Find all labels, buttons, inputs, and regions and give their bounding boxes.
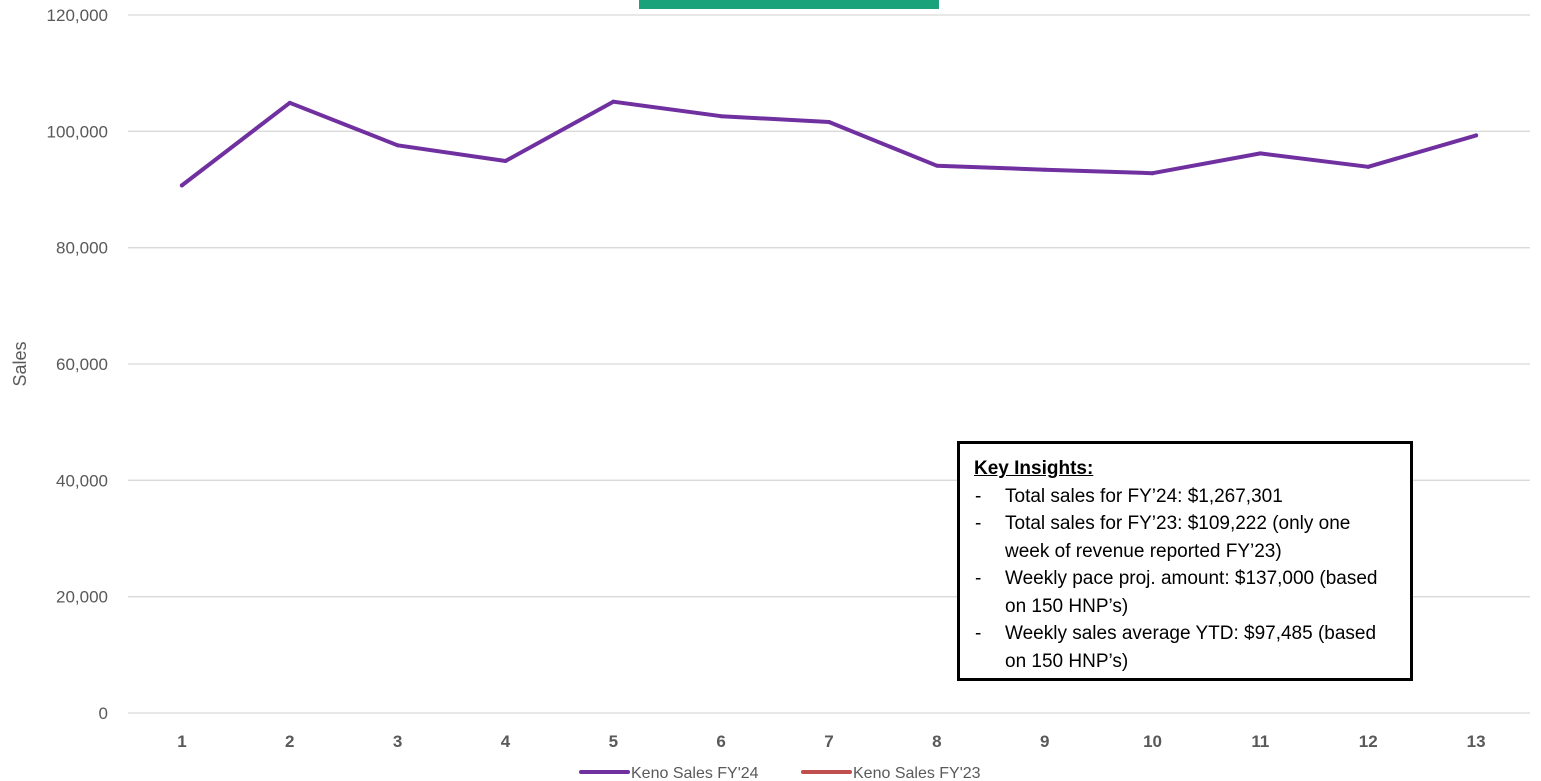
data-point [1042, 167, 1047, 172]
data-point [611, 99, 616, 104]
chart-title-banner [639, 0, 939, 9]
data-point [503, 158, 508, 163]
x-axis-ticks: 1 2 3 4 5 6 7 8 9 10 11 12 13 [177, 732, 1485, 751]
insight-item: Total sales for FY’24: $1,267,301 [974, 483, 1396, 511]
insight-item: Weekly pace proj. amount: $137,000 (base… [974, 565, 1396, 620]
data-point [1366, 164, 1371, 169]
x-tick-label: 3 [393, 732, 402, 751]
x-tick-label: 11 [1251, 732, 1269, 751]
legend: Keno Sales FY'24 Keno Sales FY'23 [579, 765, 981, 781]
y-tick-label: 60,000 [56, 355, 108, 374]
x-tick-label: 4 [501, 732, 511, 751]
x-tick-label: 12 [1359, 732, 1378, 751]
key-insights-title: Key Insights: [974, 458, 1094, 479]
data-point [1474, 133, 1479, 138]
data-point [719, 114, 724, 119]
data-point [287, 100, 292, 105]
y-axis-label: Sales [10, 341, 30, 386]
x-tick-label: 7 [824, 732, 833, 751]
x-tick-label: 1 [177, 732, 186, 751]
data-point [934, 163, 939, 168]
legend-label: Keno Sales FY'24 [631, 765, 759, 781]
x-tick-label: 8 [932, 732, 941, 751]
insight-item: Total sales for FY’23: $109,222 (only on… [974, 510, 1396, 565]
y-axis-ticks: 0 20,000 40,000 60,000 80,000 100,000 120,000 [47, 6, 108, 723]
y-tick-label: 20,000 [56, 588, 108, 607]
y-tick-label: 120,000 [47, 6, 108, 25]
data-point [1150, 171, 1155, 176]
x-tick-label: 6 [716, 732, 725, 751]
y-tick-label: 100,000 [47, 122, 108, 141]
y-tick-label: 40,000 [56, 471, 108, 490]
x-tick-label: 13 [1467, 732, 1486, 751]
x-tick-label: 5 [609, 732, 618, 751]
data-point [395, 143, 400, 148]
series-line [179, 99, 1479, 188]
series-lines [179, 99, 1479, 188]
data-point [827, 120, 831, 125]
legend-label: Keno Sales FY'23 [853, 765, 981, 781]
key-insights-box: Key Insights: Total sales for FY’24: $1,… [957, 441, 1413, 681]
x-tick-label: 9 [1040, 732, 1049, 751]
y-tick-label: 80,000 [56, 239, 108, 258]
x-tick-label: 10 [1143, 732, 1162, 751]
x-tick-label: 2 [285, 732, 294, 751]
data-point [1258, 151, 1263, 156]
y-tick-label: 0 [99, 704, 108, 723]
key-insights-list: Total sales for FY’24: $1,267,301 Total … [974, 483, 1396, 676]
insight-item: Weekly sales average YTD: $97,485 (based… [974, 620, 1396, 675]
data-point [179, 183, 184, 188]
